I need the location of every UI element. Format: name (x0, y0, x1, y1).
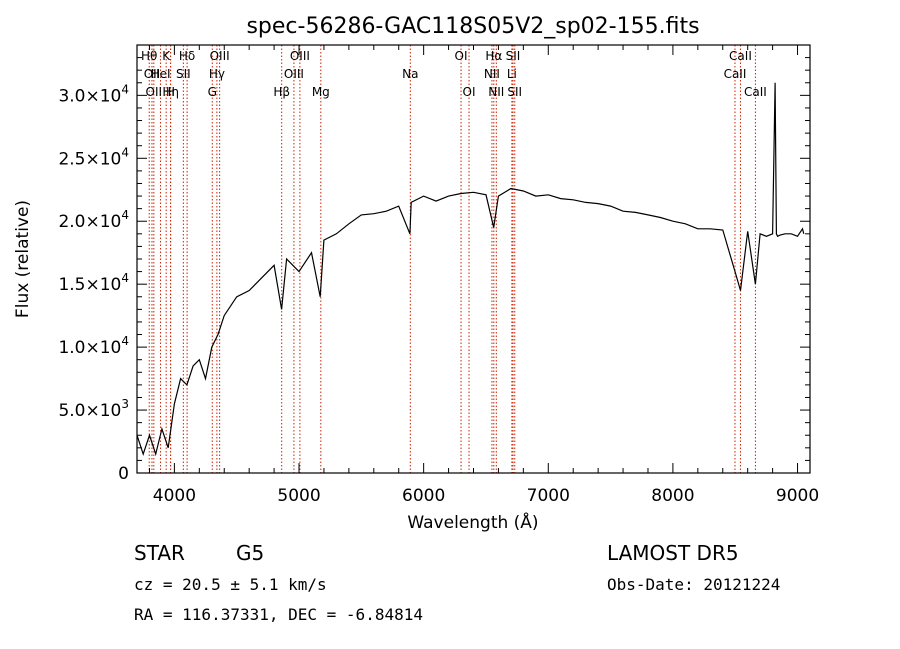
coordinates: RA = 116.37331, DEC = -6.84814 (134, 605, 423, 624)
spectral-line-label: CaII (724, 67, 747, 81)
spectral-line-label: OIII (210, 49, 230, 63)
spectral-line-label: Hδ (179, 49, 195, 63)
spectrum-series-line (136, 82, 805, 457)
spectral-line-label: G (208, 85, 217, 99)
chart-title: spec-56286-GAC118S05V2_sp02-155.fits (246, 14, 699, 39)
spectral-line-label: OIII (290, 49, 310, 63)
spectral-line-label: OIII (284, 67, 304, 81)
y-tick-label: 2.5×104 (58, 145, 129, 169)
spectral-line-label: SII (507, 85, 522, 99)
spectral-line-label: Li (507, 67, 517, 81)
object-class: STAR (134, 541, 185, 565)
spectral-line-label: OII (146, 85, 163, 99)
spectral-line-label: Hθ (141, 49, 157, 63)
survey-name: LAMOST DR5 (607, 541, 739, 565)
spectral-line-label: Mg (312, 85, 330, 99)
obs-date: Obs-Date: 20121224 (607, 575, 780, 594)
spectral-line-label: Hη (162, 85, 179, 99)
x-tick-label: 6000 (402, 486, 445, 506)
spectral-line-label: NII (484, 67, 500, 81)
y-tick-label: 1.0×104 (58, 334, 129, 358)
spectral-line-label: CaII (729, 49, 752, 63)
redshift-readout: cz = 20.5 ± 5.1 km/s (134, 575, 327, 594)
spectral-line-label: K (162, 49, 171, 63)
object-subclass: G5 (236, 541, 264, 565)
y-tick-label: 0 (118, 464, 129, 484)
x-tick-label: 7000 (527, 486, 570, 506)
x-tick-label: 9000 (776, 486, 819, 506)
spectral-line-label: Hγ (209, 67, 225, 81)
spectral-line-label: HeI (151, 67, 171, 81)
y-tick-label: 2.0×104 (58, 208, 129, 232)
y-axis-label: Flux (relative) (13, 200, 33, 318)
y-tick-label: 1.5×104 (58, 271, 129, 295)
spectral-line-label: OII (144, 67, 161, 81)
spectral-line-labels: HθOIIOIIHeIKHHηSIIHδGHγOIIIHβOIIIOIIIMgN… (141, 49, 767, 99)
spectral-line-label: OI (463, 85, 476, 99)
spectral-line-label: SII (506, 49, 521, 63)
plot-frame (136, 44, 811, 474)
spectral-line-label: NII (488, 85, 504, 99)
spectral-lines-layer (148, 45, 756, 473)
y-axis-ticks: 0 5.0×103 1.0×104 1.5×104 2.0×104 2.5×104 3.0×… (58, 57, 810, 484)
spectral-line-label: OI (455, 49, 468, 63)
x-tick-label: 5000 (277, 486, 320, 506)
x-axis-ticks: 4000 5000 6000 7000 8000 9000 (148, 45, 819, 506)
spectral-line-label: SII (176, 67, 191, 81)
y-tick-label: 3.0×104 (58, 82, 129, 106)
spectral-line-label: H (166, 85, 175, 99)
x-tick-label: 4000 (153, 486, 196, 506)
spectral-line-label: Hβ (273, 85, 290, 99)
spectral-line-label: Na (402, 67, 418, 81)
x-tick-label: 8000 (651, 486, 694, 506)
spectral-line-label: CaII (744, 85, 767, 99)
y-tick-label: 5.0×103 (58, 397, 129, 421)
spectral-line-label: Hα (485, 49, 502, 63)
x-axis-label: Wavelength (Å) (407, 511, 538, 533)
